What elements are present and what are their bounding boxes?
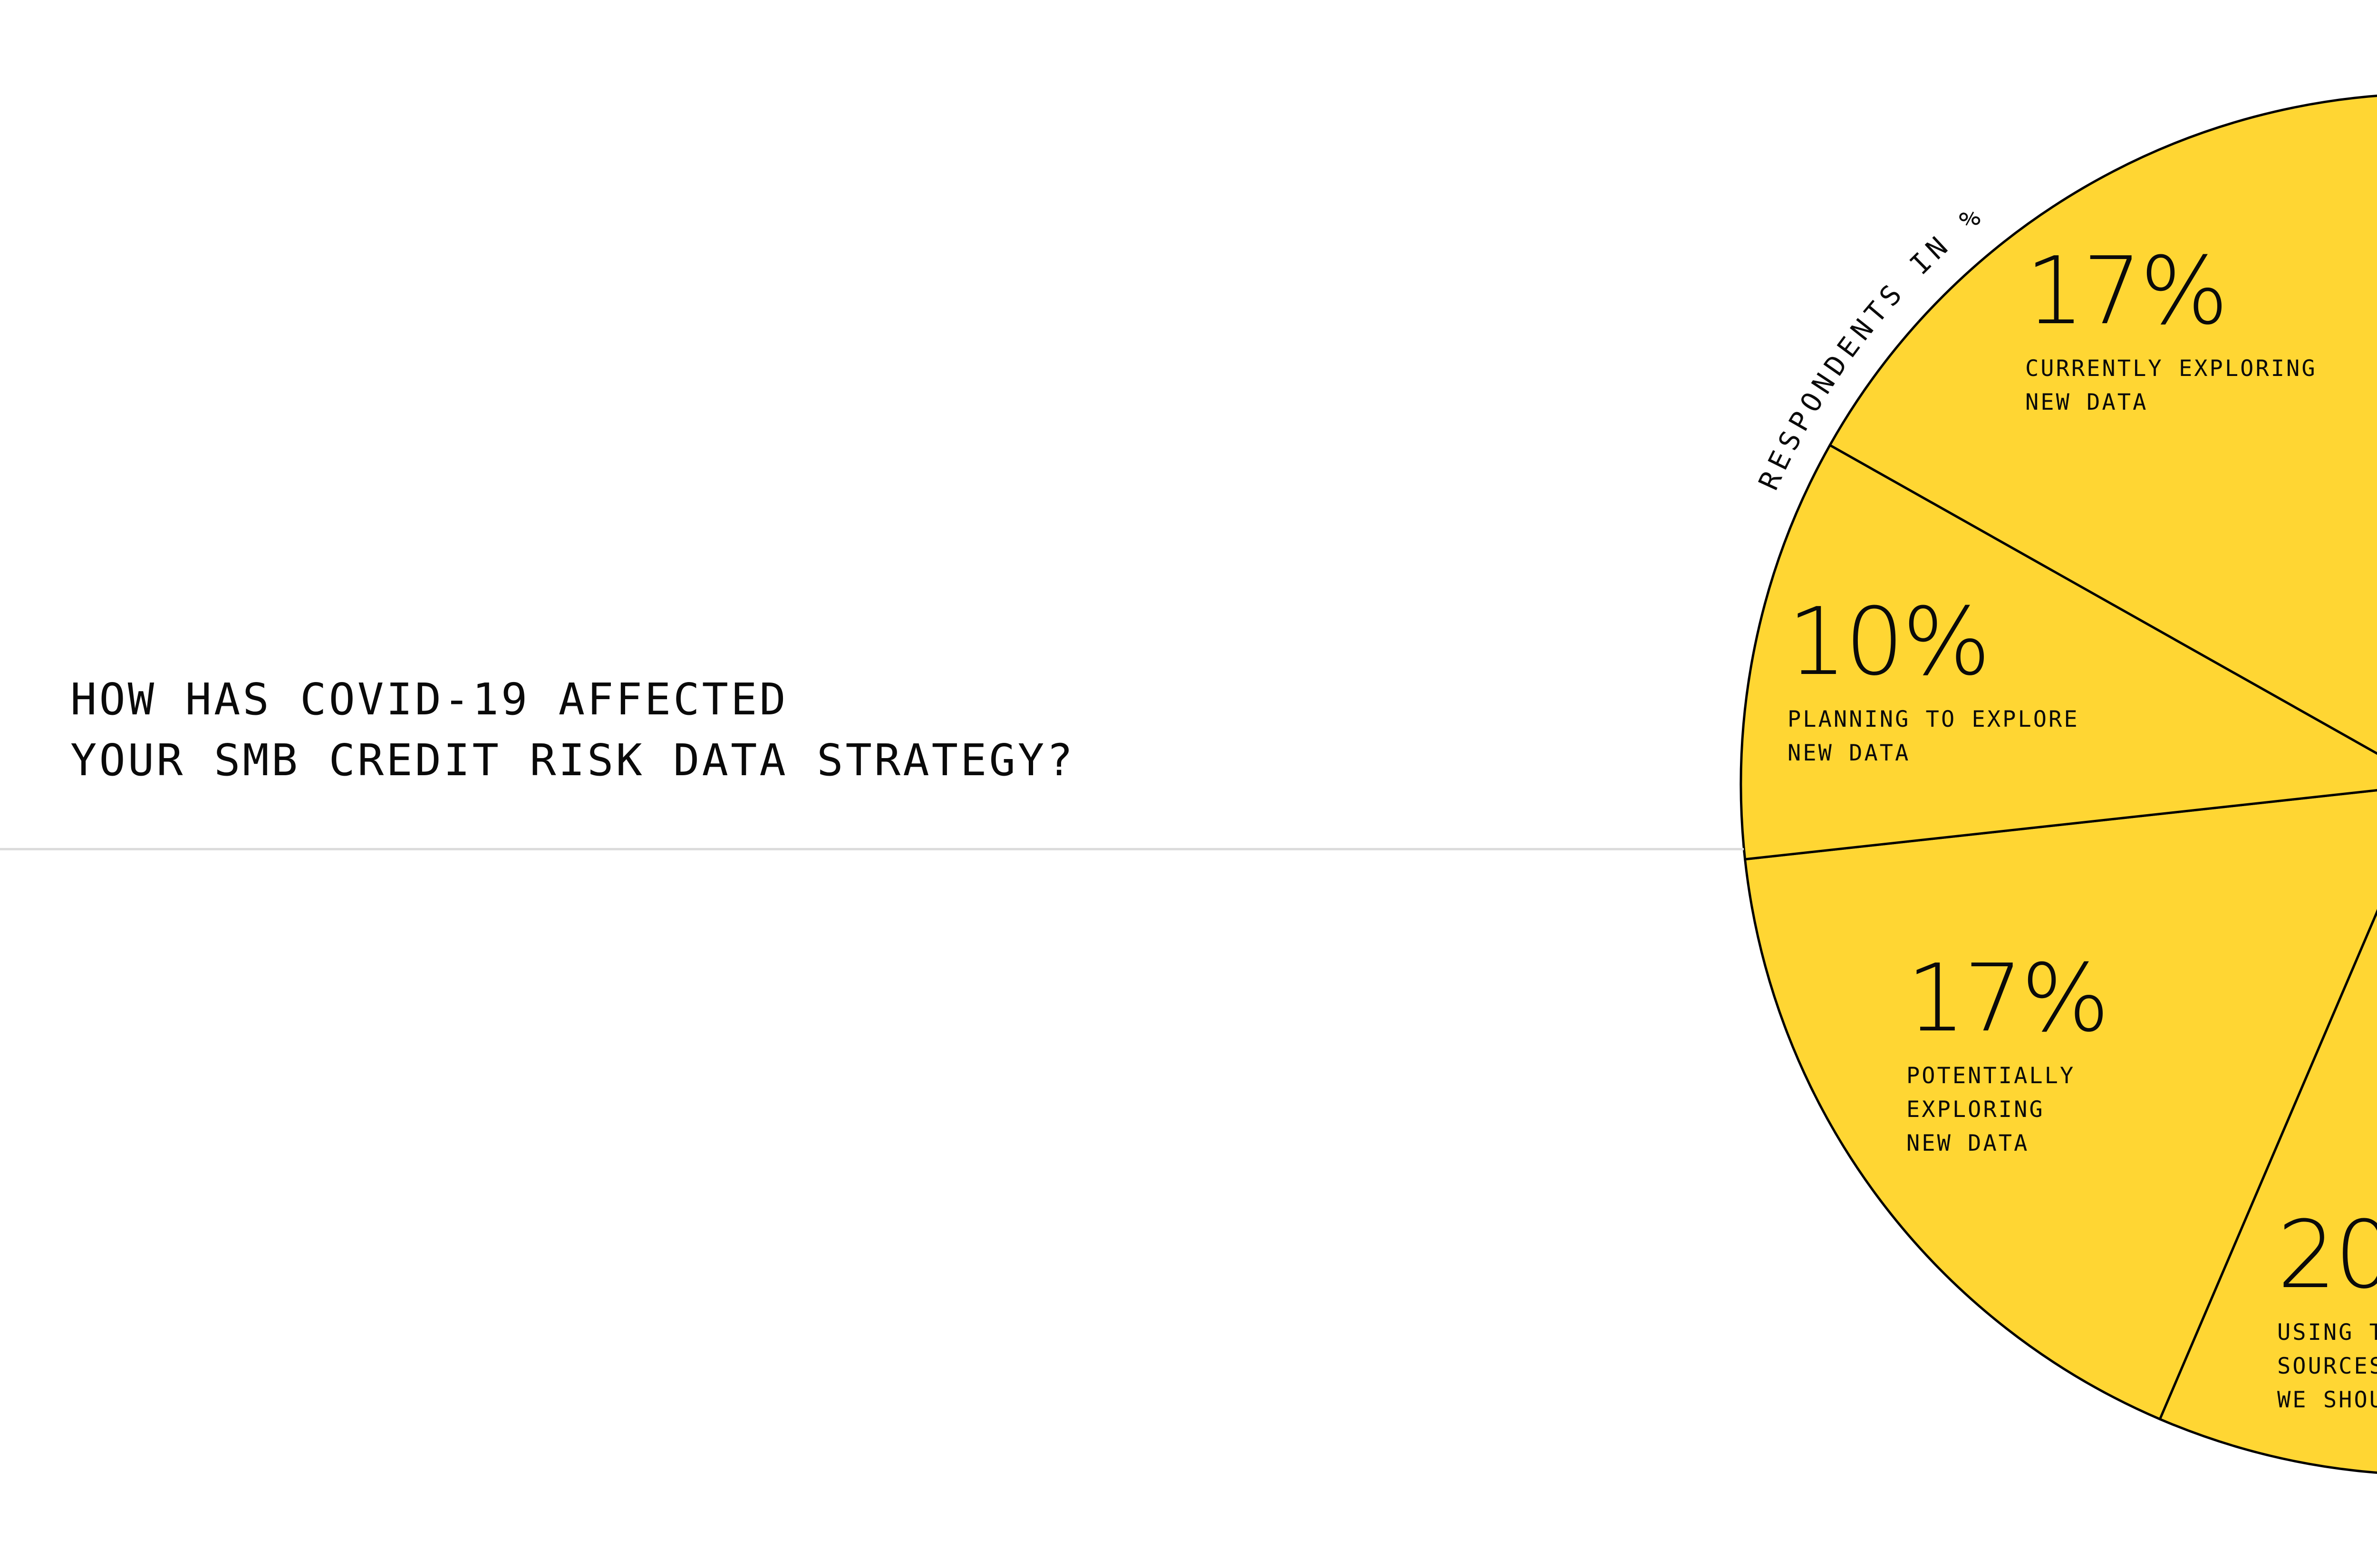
slice-callout-potentially-exploring: 17% POTENTIALLY EXPLORING NEW DATA (1906, 944, 2110, 1160)
pie-slice-group (1739, 94, 2377, 1475)
pie-slice[interactable] (1744, 784, 2377, 1421)
slice-callout-same-sources: 20% USING THE SAME SOURCES BUT BELIEVE W… (2277, 1201, 2377, 1417)
slice-description: USING THE SAME SOURCES BUT BELIEVE WE SH… (2277, 1319, 2377, 1413)
slice-callout-currently-exploring: 17% CURRENTLY EXPLORING NEW DATA (2025, 237, 2317, 419)
slice-description: PLANNING TO EXPLORE NEW DATA (1788, 706, 2079, 766)
slice-percent-label: 10% (1788, 588, 1991, 696)
slice-percent-label: 17% (1906, 944, 2110, 1053)
pie-slice[interactable] (1739, 444, 2377, 861)
slice-percent-label: 20% (2277, 1201, 2377, 1309)
pie-slice[interactable] (2158, 784, 2377, 1475)
page-title-line-2: YOUR SMB CREDIT RISK DATA STRATEGY? (70, 735, 1075, 786)
slice-percent-label: 17% (2025, 237, 2229, 346)
slice-callout-planning-to-explore: 10% PLANNING TO EXPLORE NEW DATA (1788, 588, 2079, 770)
page-title-line-1: HOW HAS COVID-19 AFFECTED (70, 674, 788, 725)
pie-slice[interactable] (1828, 94, 2377, 784)
slice-description: CURRENTLY EXPLORING NEW DATA (2025, 356, 2317, 415)
slice-description: POTENTIALLY EXPLORING NEW DATA (1906, 1063, 2076, 1156)
horizontal-divider (0, 848, 1744, 850)
page-title: HOW HAS COVID-19 AFFECTED YOUR SMB CREDI… (70, 669, 1449, 791)
